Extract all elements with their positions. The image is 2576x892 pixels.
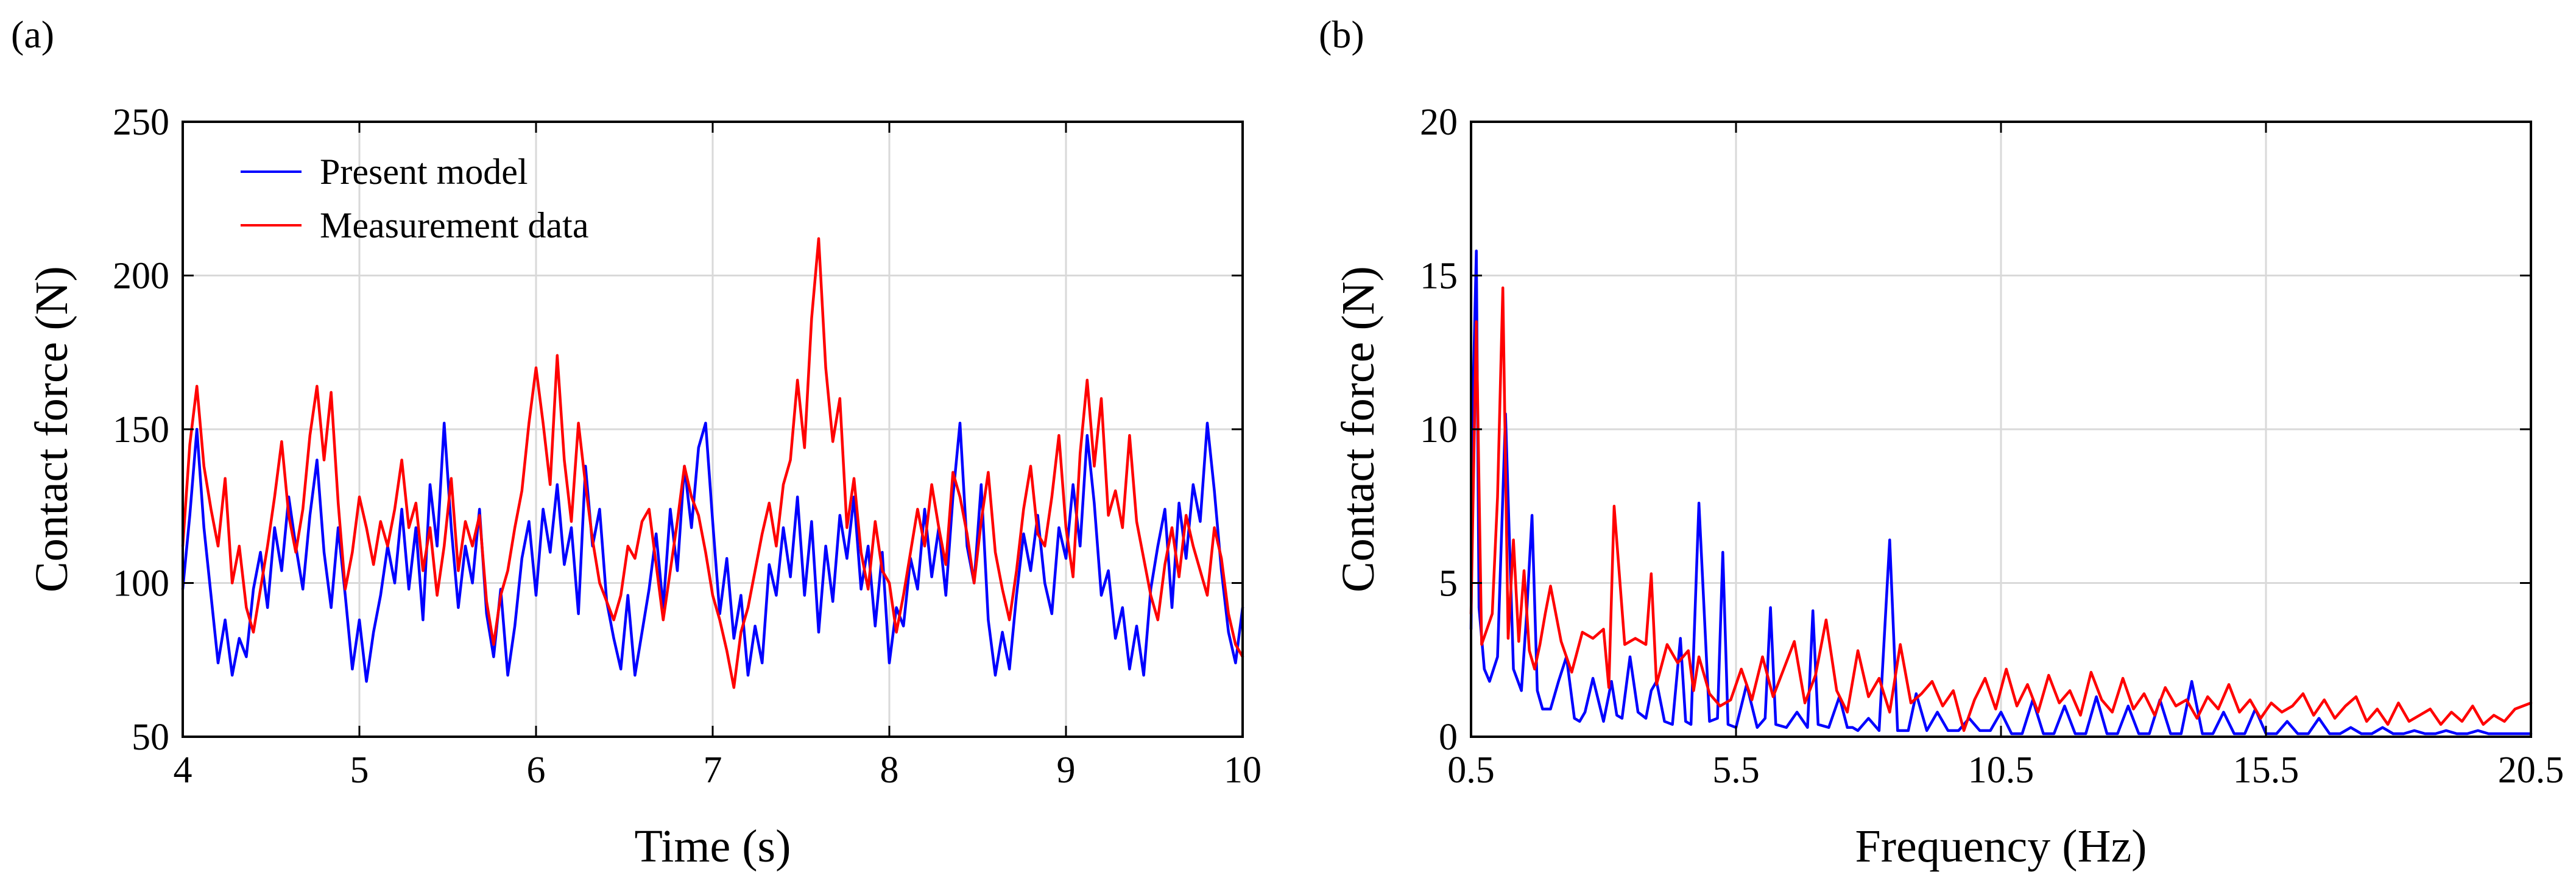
panel-a-series-present-model: [181, 421, 1244, 683]
panel-b-series: [1469, 249, 2533, 736]
panel-b-series-measurement-data: [1469, 286, 2533, 732]
panel-b-x-axis-title: Frequency (Hz): [1855, 821, 2147, 872]
panel-a-label: (a): [11, 13, 54, 56]
panel-b-series-present-model: [1469, 249, 2533, 736]
panel-a: (a) 4 5 6 7 8 9 10 50 100 150 200 250 Time (s) Cont…: [11, 13, 1262, 872]
panel-b-x-tick-label: 10.5: [1968, 750, 2034, 791]
panel-a-x-tick-label: 7: [704, 750, 722, 791]
legend: Present model Measurement data: [241, 152, 588, 245]
panel-a-x-tick-label: 6: [527, 750, 546, 791]
panel-a-y-tick-label: 200: [113, 256, 169, 297]
panel-a-x-tick-label: 10: [1224, 750, 1262, 791]
panel-a-x-axis-title: Time (s): [635, 821, 791, 872]
panel-a-y-tick-label: 100: [113, 563, 169, 605]
panel-b-x-tick-label: 15.5: [2233, 750, 2299, 791]
panel-a-series-measurement-data: [181, 237, 1244, 689]
panel-a-y-tick-label: 150: [113, 409, 169, 451]
panel-a-x-tick-label: 5: [350, 750, 369, 791]
panel-b-y-tick-label: 20: [1420, 102, 1458, 143]
legend-label-present-model: Present model: [320, 152, 528, 192]
panel-b-y-axis-title: Contact force (N): [1333, 266, 1384, 592]
panel-b: (b) 0.5 5.5 10.5 15.5 20.5 0 5 10 15 20 Frequency…: [1319, 13, 2564, 872]
panel-b-gridlines: [1471, 122, 2531, 737]
panel-b-y-tick-label: 0: [1439, 717, 1458, 758]
panel-a-y-tick-label: 250: [113, 102, 169, 143]
panel-a-x-tick-label: 4: [174, 750, 192, 791]
panel-b-y-tick-label: 10: [1420, 409, 1458, 451]
panel-b-x-tick-label: 5.5: [1712, 750, 1760, 791]
panel-a-ticks: 4 5 6 7 8 9 10 50 100 150 200 250: [113, 102, 1262, 791]
panel-a-y-axis-title: Contact force (N): [26, 266, 77, 592]
panel-b-x-tick-label: 20.5: [2498, 750, 2564, 791]
panel-b-y-tick-label: 15: [1420, 256, 1458, 297]
panel-a-y-tick-label: 50: [132, 717, 169, 758]
panel-a-gridlines: [183, 122, 1243, 737]
panel-b-ticks: 0.5 5.5 10.5 15.5 20.5 0 5 10 15 20: [1420, 102, 2564, 791]
panel-a-series: [181, 237, 1244, 689]
panel-a-x-tick-label: 9: [1057, 750, 1076, 791]
panel-b-label: (b): [1319, 13, 1364, 56]
legend-label-measurement-data: Measurement data: [320, 205, 588, 245]
panel-b-x-tick-label: 0.5: [1447, 750, 1495, 791]
panel-a-x-tick-label: 8: [880, 750, 899, 791]
panel-b-y-tick-label: 5: [1439, 563, 1458, 605]
